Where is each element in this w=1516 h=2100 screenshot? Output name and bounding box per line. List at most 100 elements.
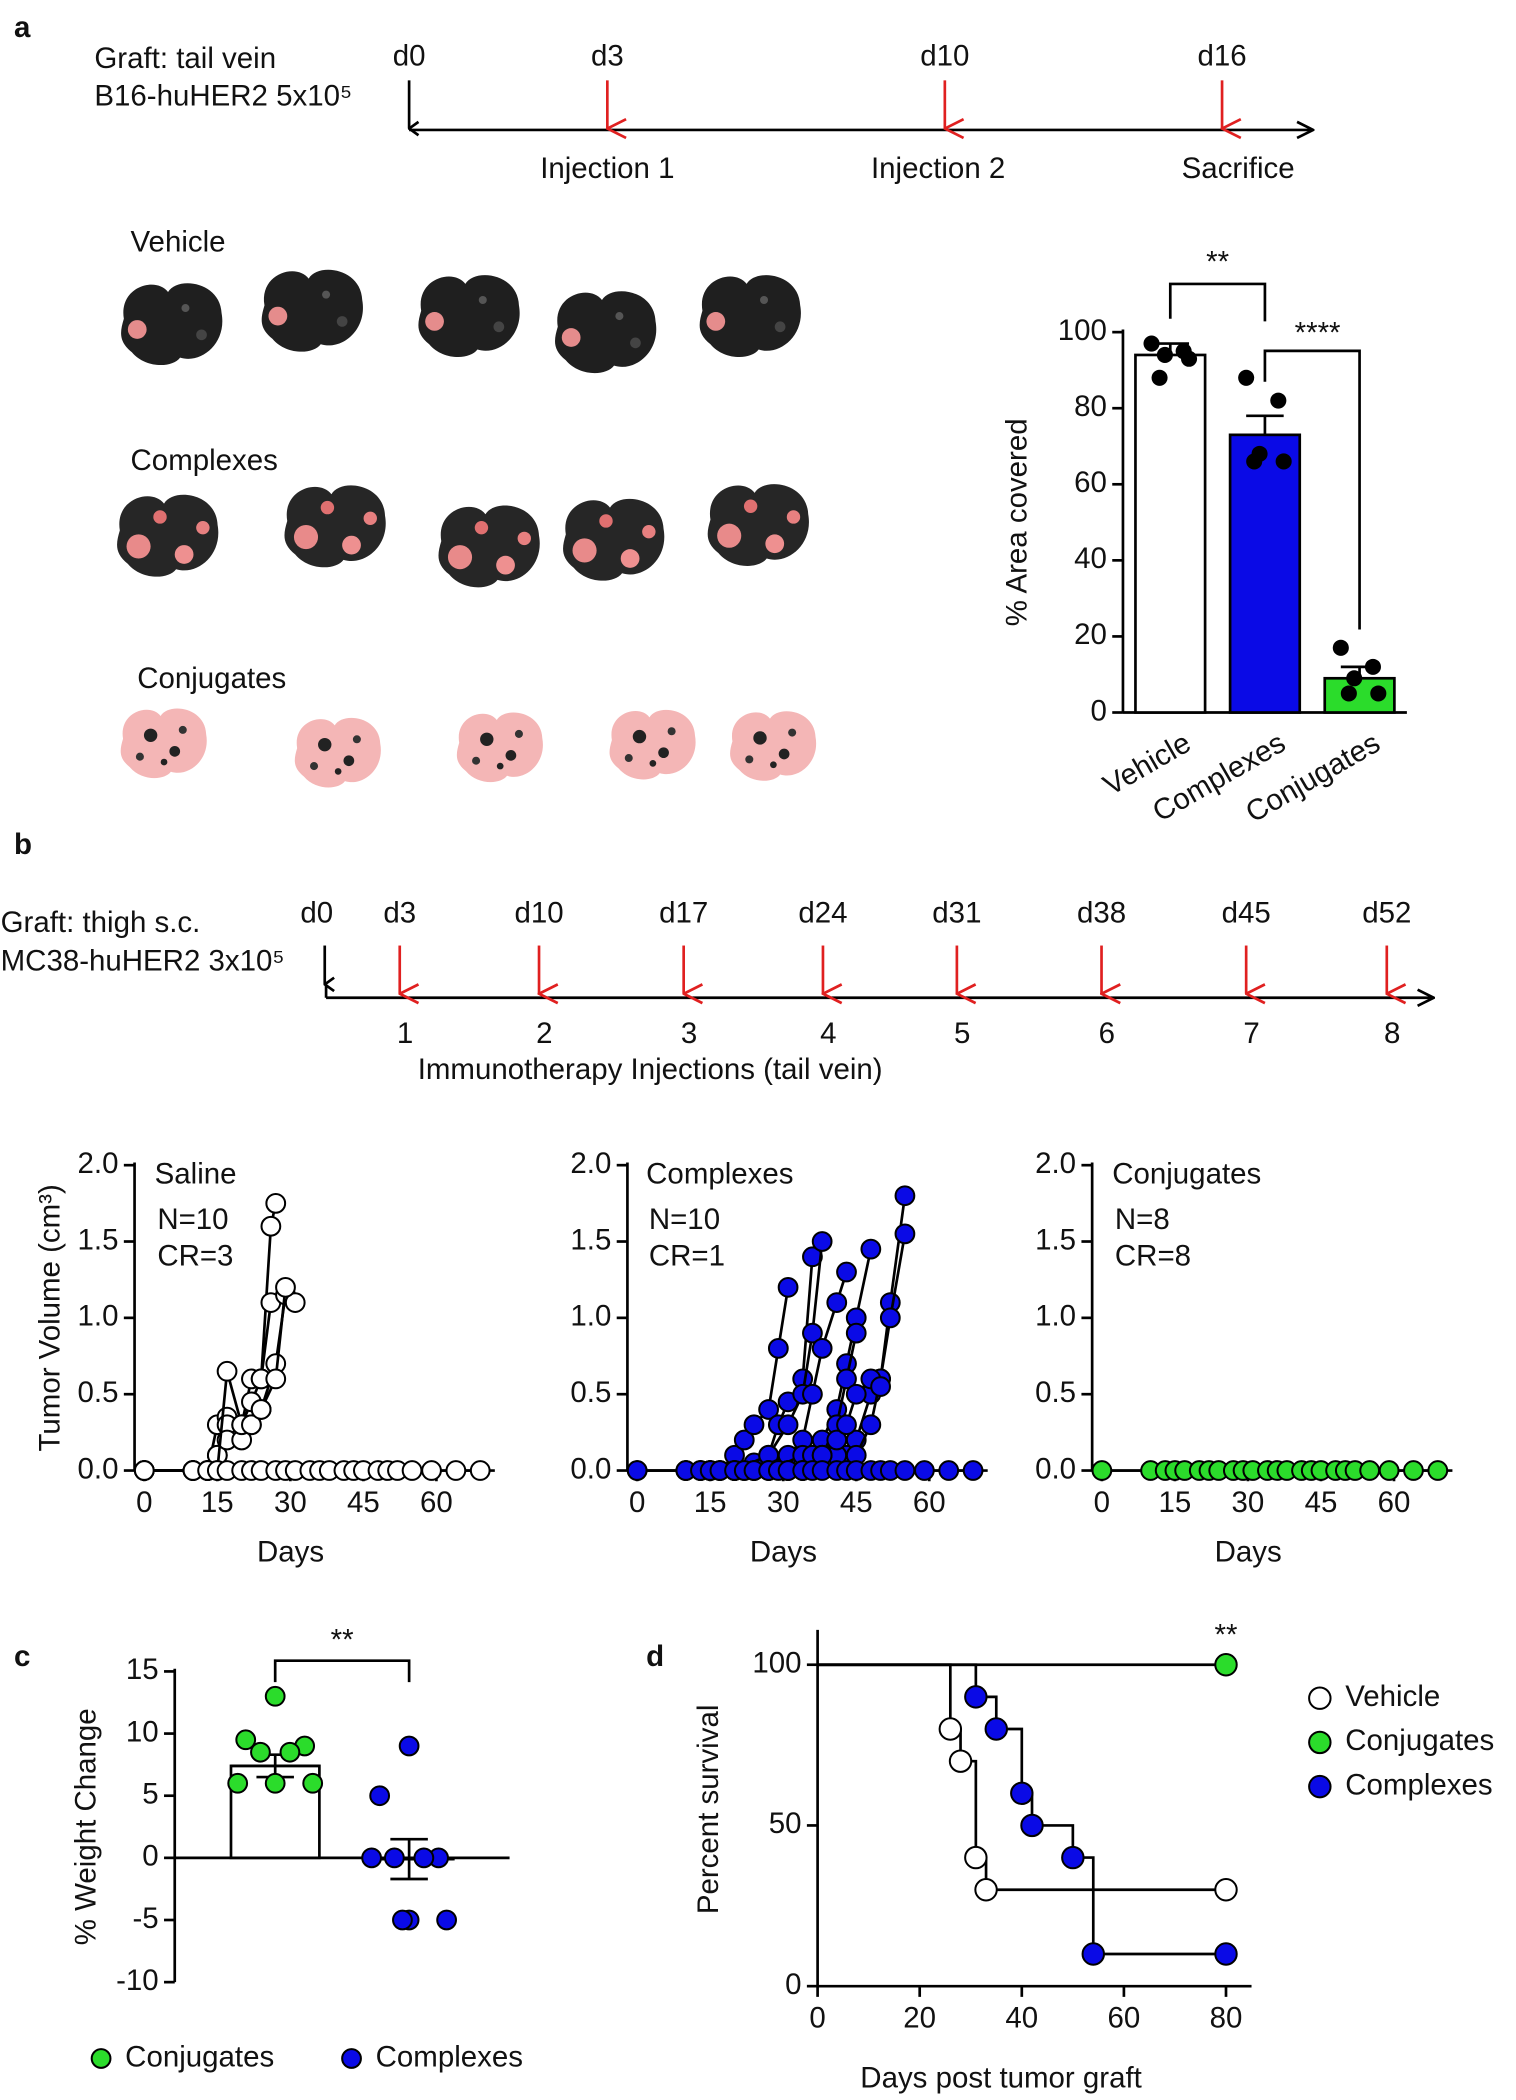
data-point — [758, 1399, 779, 1420]
data-point — [836, 1414, 857, 1436]
lung-image — [121, 709, 207, 779]
y-tick-label: 10 — [126, 1715, 159, 1748]
data-point — [469, 1460, 491, 1481]
legend-marker — [1308, 1774, 1332, 1799]
group-label: Conjugates — [137, 662, 286, 695]
x-tick-label: 0 — [629, 1486, 645, 1519]
legend-label: Complexes — [1345, 1768, 1492, 1801]
y-tick-label: 0 — [1090, 694, 1106, 727]
data-point — [938, 1717, 963, 1741]
data-point — [870, 1376, 891, 1397]
day-label: d3 — [383, 897, 416, 930]
significance-label: ** — [1215, 1618, 1238, 1651]
day-label: d17 — [659, 897, 708, 930]
lung-image — [700, 275, 801, 357]
chart-note: CR=1 — [649, 1239, 725, 1272]
y-tick-label: -10 — [116, 1964, 159, 1997]
y-tick-label: 1.0 — [570, 1300, 611, 1333]
y-tick-label: 2.0 — [1035, 1147, 1076, 1180]
lung-image — [262, 270, 363, 352]
chart-note: CR=3 — [157, 1239, 233, 1272]
lung-image — [438, 506, 539, 588]
data-point — [133, 1460, 155, 1481]
chart-note: N=10 — [649, 1203, 720, 1236]
data-point — [265, 1368, 287, 1390]
data-point — [264, 1685, 286, 1707]
day-label: d52 — [1362, 897, 1411, 930]
y-tick-label: 100 — [752, 1647, 801, 1680]
data-point — [1403, 1460, 1424, 1481]
data-point — [1246, 453, 1263, 470]
legend-label: Conjugates — [125, 2040, 274, 2073]
data-point — [964, 1685, 988, 1709]
data-point — [962, 1460, 984, 1481]
data-point — [1081, 1942, 1105, 1966]
data-point — [894, 1185, 916, 1207]
legend-label: Conjugates — [1345, 1724, 1494, 1757]
y-tick-label: 100 — [1058, 314, 1107, 347]
data-point — [1270, 392, 1287, 409]
y-tick-label: 2.0 — [78, 1147, 119, 1180]
data-point — [413, 1847, 435, 1869]
x-tick-label: 15 — [694, 1486, 727, 1519]
injection-number: 6 — [1099, 1017, 1115, 1050]
data-point — [1427, 1460, 1449, 1481]
data-point — [421, 1460, 442, 1481]
data-point — [1010, 1781, 1034, 1806]
y-tick-label: 50 — [769, 1807, 802, 1840]
chart-title: Conjugates — [1112, 1158, 1261, 1191]
x-tick-label: 60 — [1108, 2001, 1141, 2034]
panel-label: d — [646, 1640, 664, 1673]
data-point — [275, 1276, 296, 1298]
y-axis-label: Percent survival — [692, 1705, 725, 1915]
injection-number: 5 — [954, 1017, 970, 1050]
data-point — [1275, 453, 1292, 470]
data-point — [384, 1847, 405, 1869]
data-point — [826, 1429, 848, 1451]
y-tick-label: 0 — [785, 1968, 801, 2001]
graft-text: Graft: thigh s.c. — [1, 906, 201, 939]
x-tick-label: 45 — [347, 1486, 380, 1519]
chart-note: N=8 — [1115, 1203, 1170, 1236]
survival-line — [817, 1663, 1227, 1956]
data-point — [777, 1414, 799, 1436]
x-tick-label: 60 — [420, 1486, 453, 1519]
data-point — [1091, 1460, 1113, 1481]
x-axis-label: Days — [257, 1535, 324, 1568]
panel-label: c — [14, 1640, 30, 1673]
legend-marker — [1308, 1730, 1332, 1755]
event-label: Injection 2 — [871, 152, 1005, 185]
significance-bracket — [1168, 282, 1267, 322]
data-point — [938, 1460, 960, 1481]
data-point — [1151, 369, 1168, 386]
data-point — [1020, 1813, 1044, 1838]
y-tick-label: 1.0 — [78, 1300, 119, 1333]
data-point — [802, 1383, 823, 1405]
y-tick-label: 20 — [1074, 618, 1107, 651]
y-tick-label: 0.5 — [78, 1376, 119, 1409]
chart-title: Complexes — [646, 1158, 793, 1191]
injection-number: 3 — [681, 1017, 697, 1050]
data-point — [767, 1338, 789, 1359]
x-tick-label: 40 — [1005, 2001, 1038, 2034]
timeline-caption: Immunotherapy Injections (tail vein) — [418, 1053, 883, 1086]
significance-bracket — [1263, 349, 1361, 630]
data-point — [948, 1749, 973, 1773]
x-tick-label: 30 — [1232, 1486, 1265, 1519]
data-point — [802, 1322, 823, 1344]
lung-image — [117, 495, 218, 577]
y-tick-label: 1.5 — [1035, 1223, 1076, 1256]
y-tick-label: 60 — [1074, 466, 1107, 499]
lung-photos — [117, 270, 816, 788]
data-point — [836, 1368, 857, 1390]
data-point — [392, 1909, 413, 1931]
day-label: d0 — [393, 39, 426, 72]
significance-label: **** — [1295, 317, 1341, 350]
data-point — [302, 1772, 324, 1794]
data-point — [860, 1414, 882, 1436]
data-point — [879, 1307, 901, 1329]
x-axis-label: Days — [1215, 1535, 1282, 1568]
x-tick-label: 0 — [136, 1486, 152, 1519]
group-label: Vehicle — [131, 226, 226, 259]
